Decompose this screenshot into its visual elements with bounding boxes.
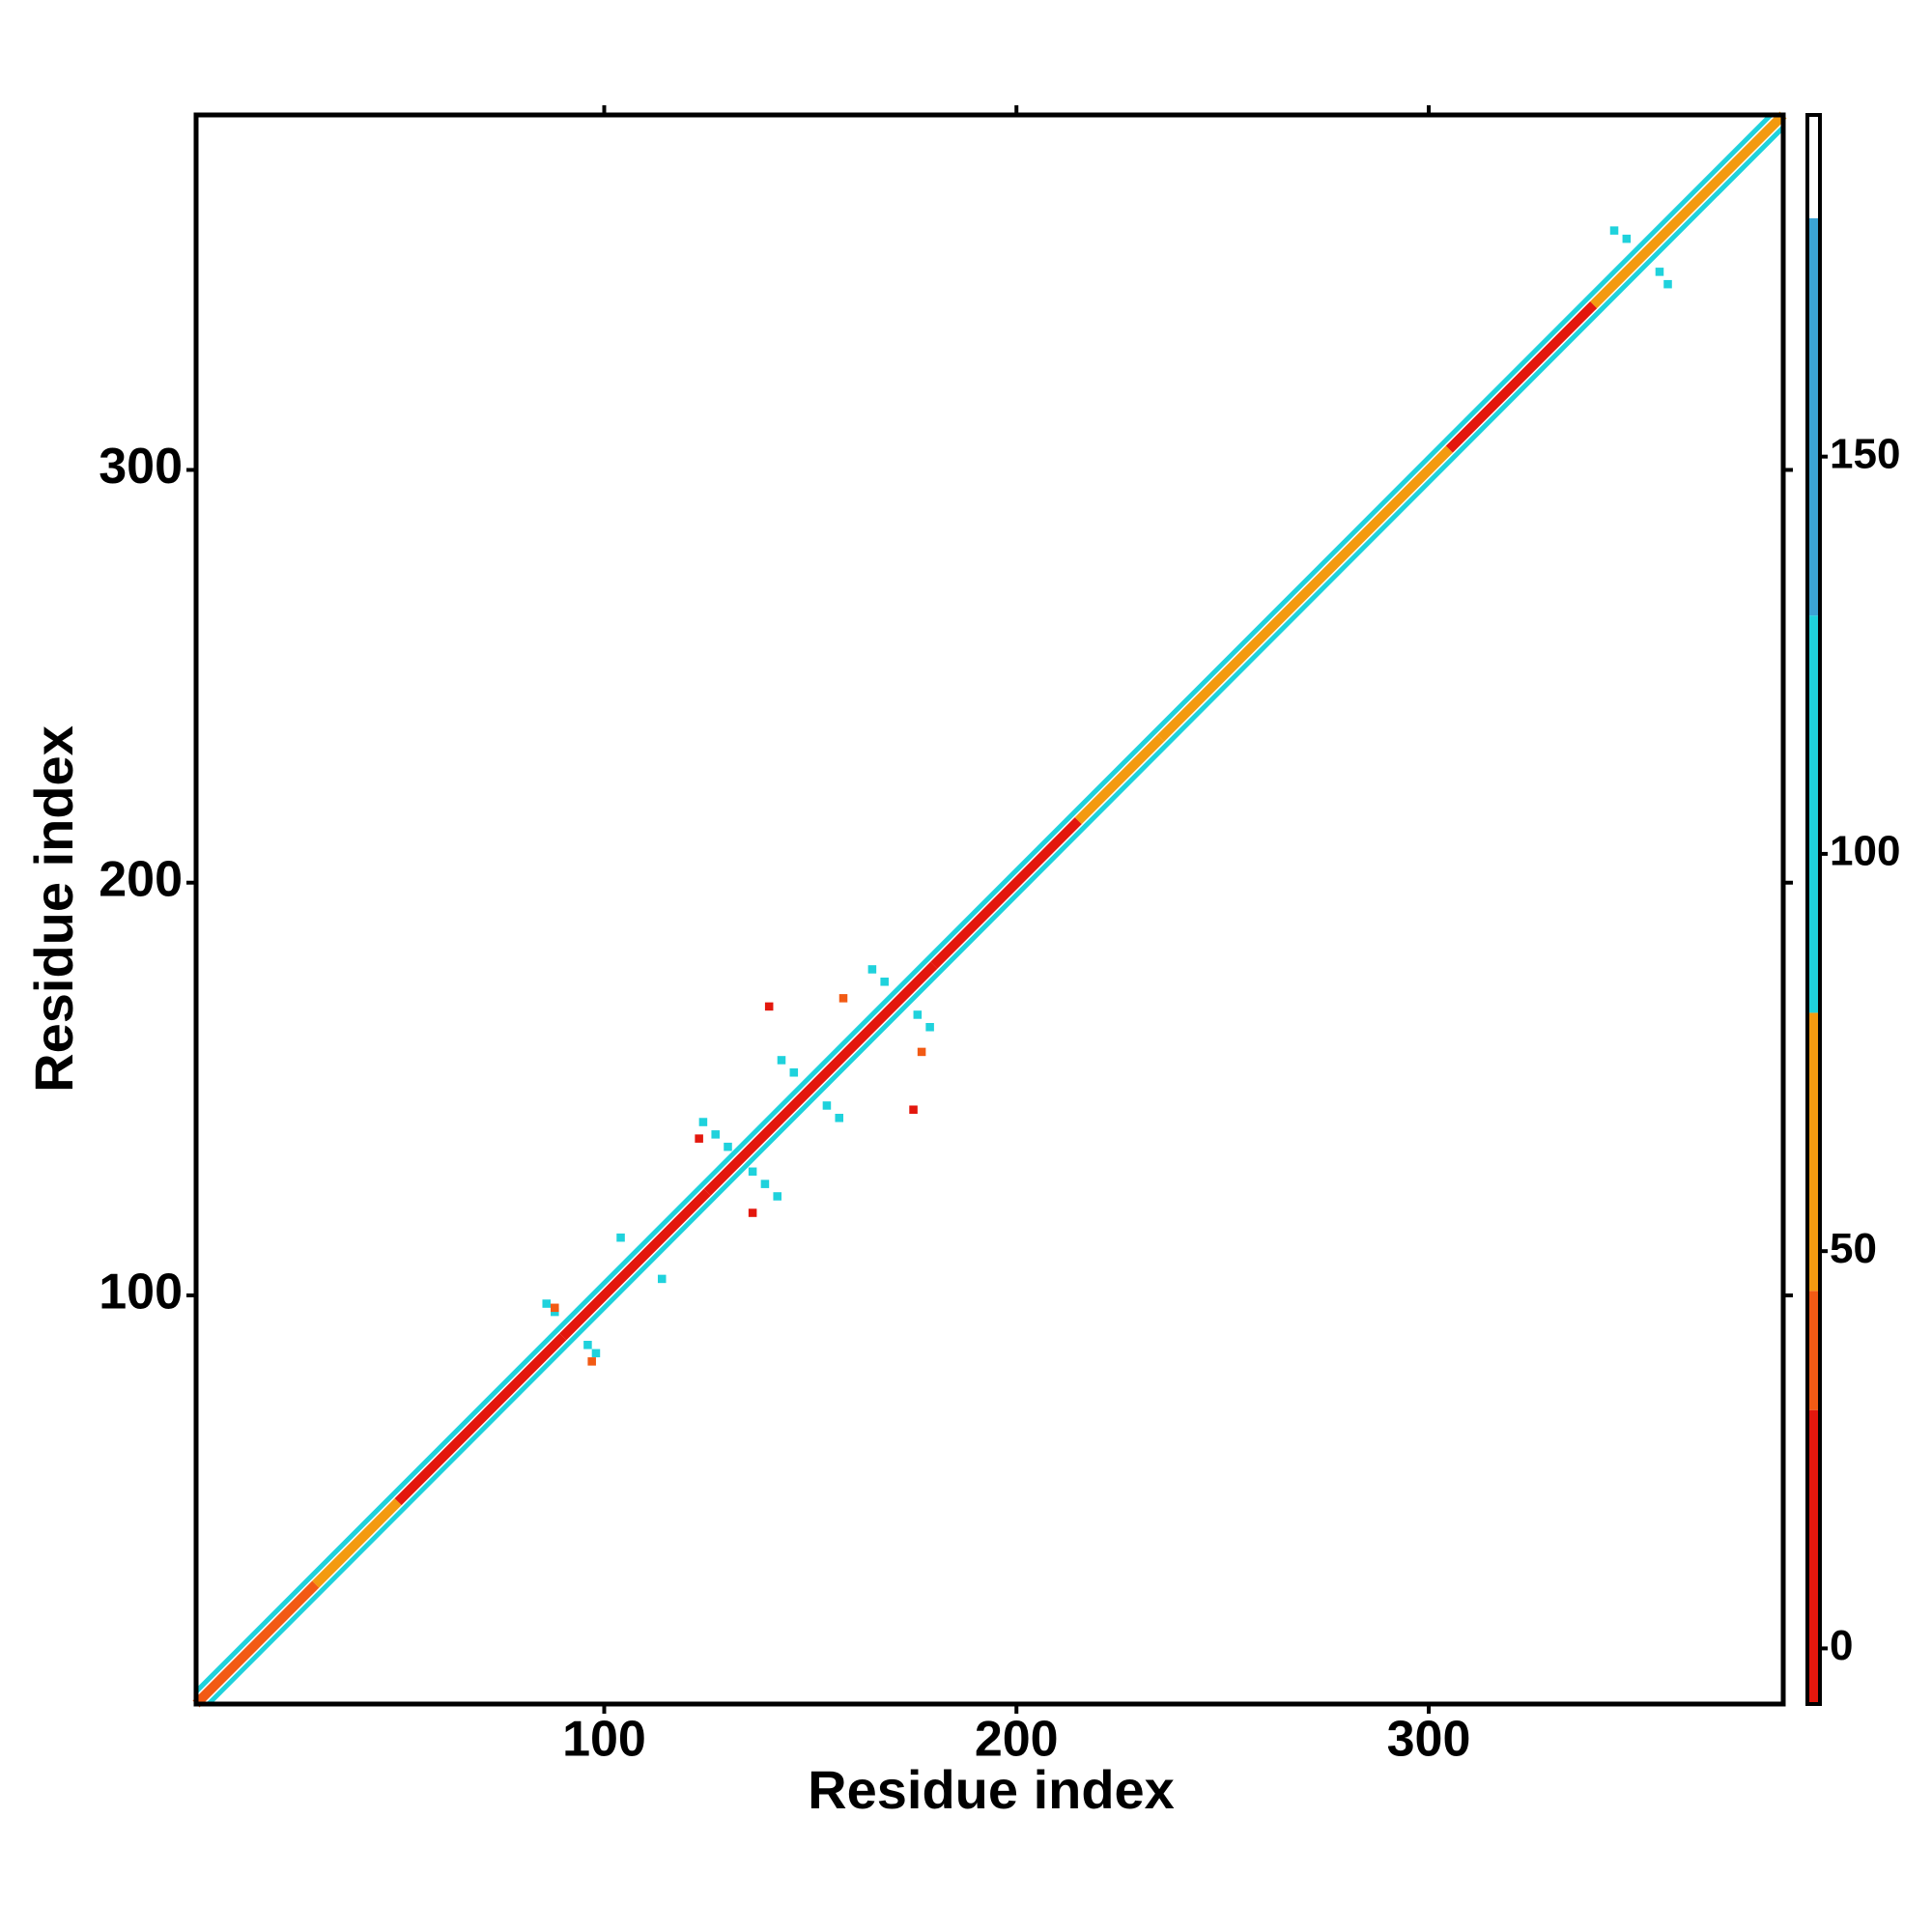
diagonal-segment <box>1074 734 1165 825</box>
diagonal-segment <box>192 1580 320 1708</box>
cell <box>822 1101 832 1110</box>
cell <box>838 994 848 1003</box>
diagonal-segment <box>559 1188 711 1341</box>
colorbar-bin <box>1807 1291 1820 1410</box>
diagonal-segment <box>207 126 1785 1706</box>
cell <box>835 1114 844 1122</box>
cell <box>551 1303 559 1313</box>
cell <box>789 1068 799 1077</box>
colorbar-tick-label: 0 <box>1830 1622 1853 1669</box>
diagonal-segment <box>394 1333 567 1506</box>
diagonal-segment <box>1590 111 1787 309</box>
cell <box>587 1357 596 1366</box>
cell <box>657 1274 667 1284</box>
cell <box>1655 268 1664 276</box>
cell <box>616 1233 625 1242</box>
x-tick-label: 100 <box>562 1712 646 1768</box>
colorbar-tick-label: 50 <box>1830 1225 1877 1272</box>
diagonal-segment <box>930 817 1082 969</box>
cell <box>909 1105 918 1114</box>
cell <box>695 1134 703 1143</box>
cell <box>583 1341 592 1350</box>
cell <box>764 1002 774 1011</box>
cell <box>724 1142 732 1151</box>
colorbar-bin <box>1807 615 1820 1013</box>
colorbar-bin <box>1807 115 1820 218</box>
diagonal-segment <box>1445 301 1598 453</box>
cell <box>551 1307 559 1317</box>
cell <box>773 1192 781 1201</box>
cell <box>1622 234 1632 243</box>
cell <box>748 1167 757 1177</box>
x-axis-label: Residue index <box>808 1759 1175 1820</box>
cell <box>591 1349 601 1358</box>
y-tick-label: 200 <box>99 851 183 907</box>
cell <box>777 1056 786 1065</box>
cell <box>698 1118 708 1126</box>
colorbar-bin <box>1807 1012 1820 1292</box>
cell <box>760 1179 770 1188</box>
cell <box>748 1208 757 1217</box>
diagonal-segment <box>703 961 938 1196</box>
colorbar-bin <box>1807 217 1820 616</box>
cell <box>880 978 889 986</box>
colorbar-tick-label: 150 <box>1830 430 1900 477</box>
cell <box>1663 279 1672 289</box>
cell <box>917 1047 926 1057</box>
y-tick-label: 300 <box>99 439 183 495</box>
x-tick-label: 300 <box>1387 1712 1471 1768</box>
diagonal-segment <box>194 113 1773 1693</box>
plot-frame <box>193 112 1786 1707</box>
cell <box>913 1010 923 1019</box>
cell <box>867 965 877 974</box>
cell <box>925 1023 934 1032</box>
diagonal-segment <box>1157 445 1453 742</box>
colorbar-tick-label: 100 <box>1830 828 1900 875</box>
y-tick-label: 100 <box>99 1264 183 1321</box>
y-axis-label: Residue index <box>23 725 84 1093</box>
cell <box>711 1130 720 1139</box>
colorbar-frame <box>1805 113 1822 1706</box>
cell <box>1609 226 1619 235</box>
cell <box>542 1299 552 1308</box>
colorbar-bin <box>1807 1409 1820 1704</box>
diagonal-segment <box>312 1498 402 1588</box>
x-tick-label: 200 <box>975 1712 1059 1768</box>
